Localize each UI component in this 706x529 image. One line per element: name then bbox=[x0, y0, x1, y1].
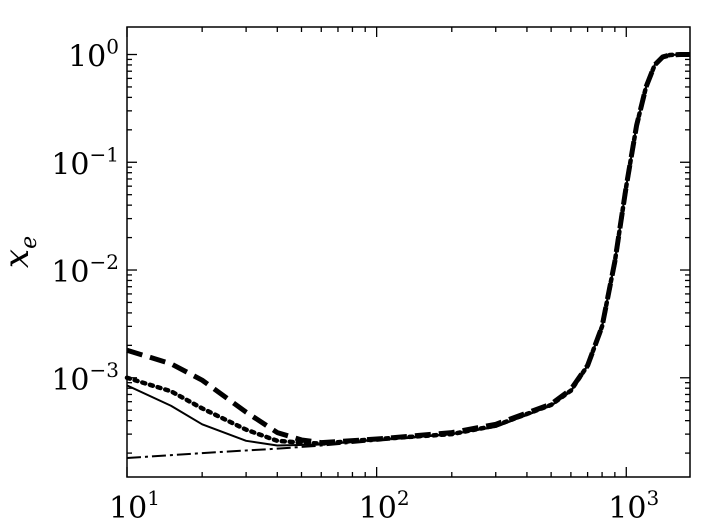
y-axis-label-subscript: e bbox=[17, 236, 42, 249]
series-line-solid bbox=[126, 53, 690, 447]
ticks-layer: 101 102 103 10−3 10−2 10−1 100 bbox=[51, 27, 690, 526]
y-tick-label: 10−2 bbox=[51, 250, 119, 290]
y-axis-label-base: x bbox=[0, 249, 37, 268]
series-line-dashed bbox=[126, 52, 690, 446]
series-line-dashdot bbox=[126, 53, 690, 460]
x-tick-label: 101 bbox=[109, 486, 160, 526]
x-tick-label: 102 bbox=[359, 486, 410, 526]
series-layer bbox=[124, 52, 693, 460]
y-tick-label: 10−1 bbox=[51, 142, 119, 182]
y-tick-label: 10−3 bbox=[51, 358, 119, 398]
x-tick-label: 103 bbox=[608, 486, 659, 526]
plot-frame bbox=[126, 26, 691, 478]
y-tick-label: 100 bbox=[68, 35, 119, 75]
series-line-dotted bbox=[124, 52, 693, 446]
y-axis-label: xe bbox=[0, 236, 42, 268]
